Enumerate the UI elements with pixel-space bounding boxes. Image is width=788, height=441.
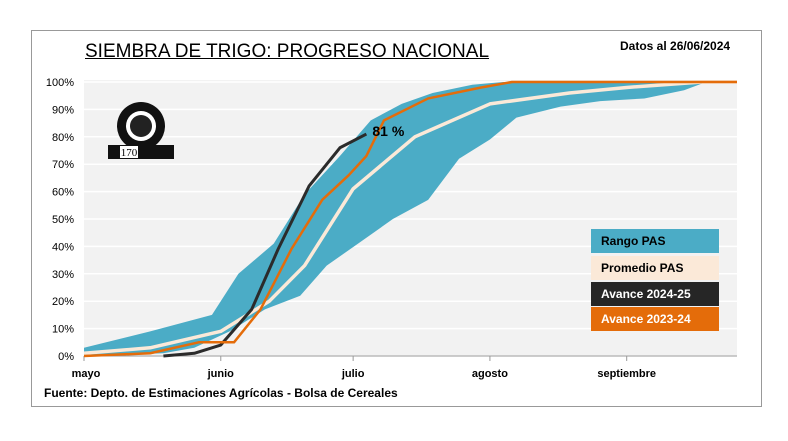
series-line-promedio-pas <box>83 80 737 356</box>
y-tick-label: 40% <box>52 241 74 253</box>
chart-date: Datos al 26/06/2024 <box>620 39 731 53</box>
chart-title: SIEMBRA DE TRIGO: PROGRESO NACIONAL <box>85 41 490 62</box>
series-line-avance-2024-25 <box>163 132 368 358</box>
legend-rango-pas: Rango PAS <box>591 229 719 253</box>
y-tick-label: 70% <box>52 159 74 171</box>
legend-avance-2023-24: Avance 2023-24 <box>591 307 719 331</box>
y-tick-label: 30% <box>52 269 74 281</box>
y-tick-label: 80% <box>52 132 74 144</box>
series-line-avance-2023-24 <box>83 80 737 358</box>
chart-source: Fuente: Depto. de Estimaciones Agrícolas… <box>44 386 398 400</box>
legend-avance-2024-25: Avance 2024-25 <box>591 282 719 306</box>
y-tick-label: 10% <box>52 324 74 336</box>
annotation-label: 81 % <box>372 123 404 139</box>
x-tick-label: junio <box>207 368 235 380</box>
legend-promedio-pas: Promedio PAS <box>591 256 719 280</box>
y-tick-label: 60% <box>52 187 74 199</box>
x-tick-label: septiembre <box>597 368 656 380</box>
y-tick-label: 90% <box>52 104 74 116</box>
svg-text:170: 170 <box>121 147 138 159</box>
y-tick-label: 100% <box>46 77 74 89</box>
y-tick-label: 50% <box>52 214 74 226</box>
band-rango-pas <box>84 82 737 356</box>
bolsa-de-cereales-logo: 170 <box>108 102 174 159</box>
x-tick-label: julio <box>341 368 365 380</box>
y-tick-label: 0% <box>58 351 74 363</box>
x-tick-label: mayo <box>72 368 101 380</box>
y-tick-label: 20% <box>52 296 74 308</box>
x-tick-label: agosto <box>472 368 508 380</box>
